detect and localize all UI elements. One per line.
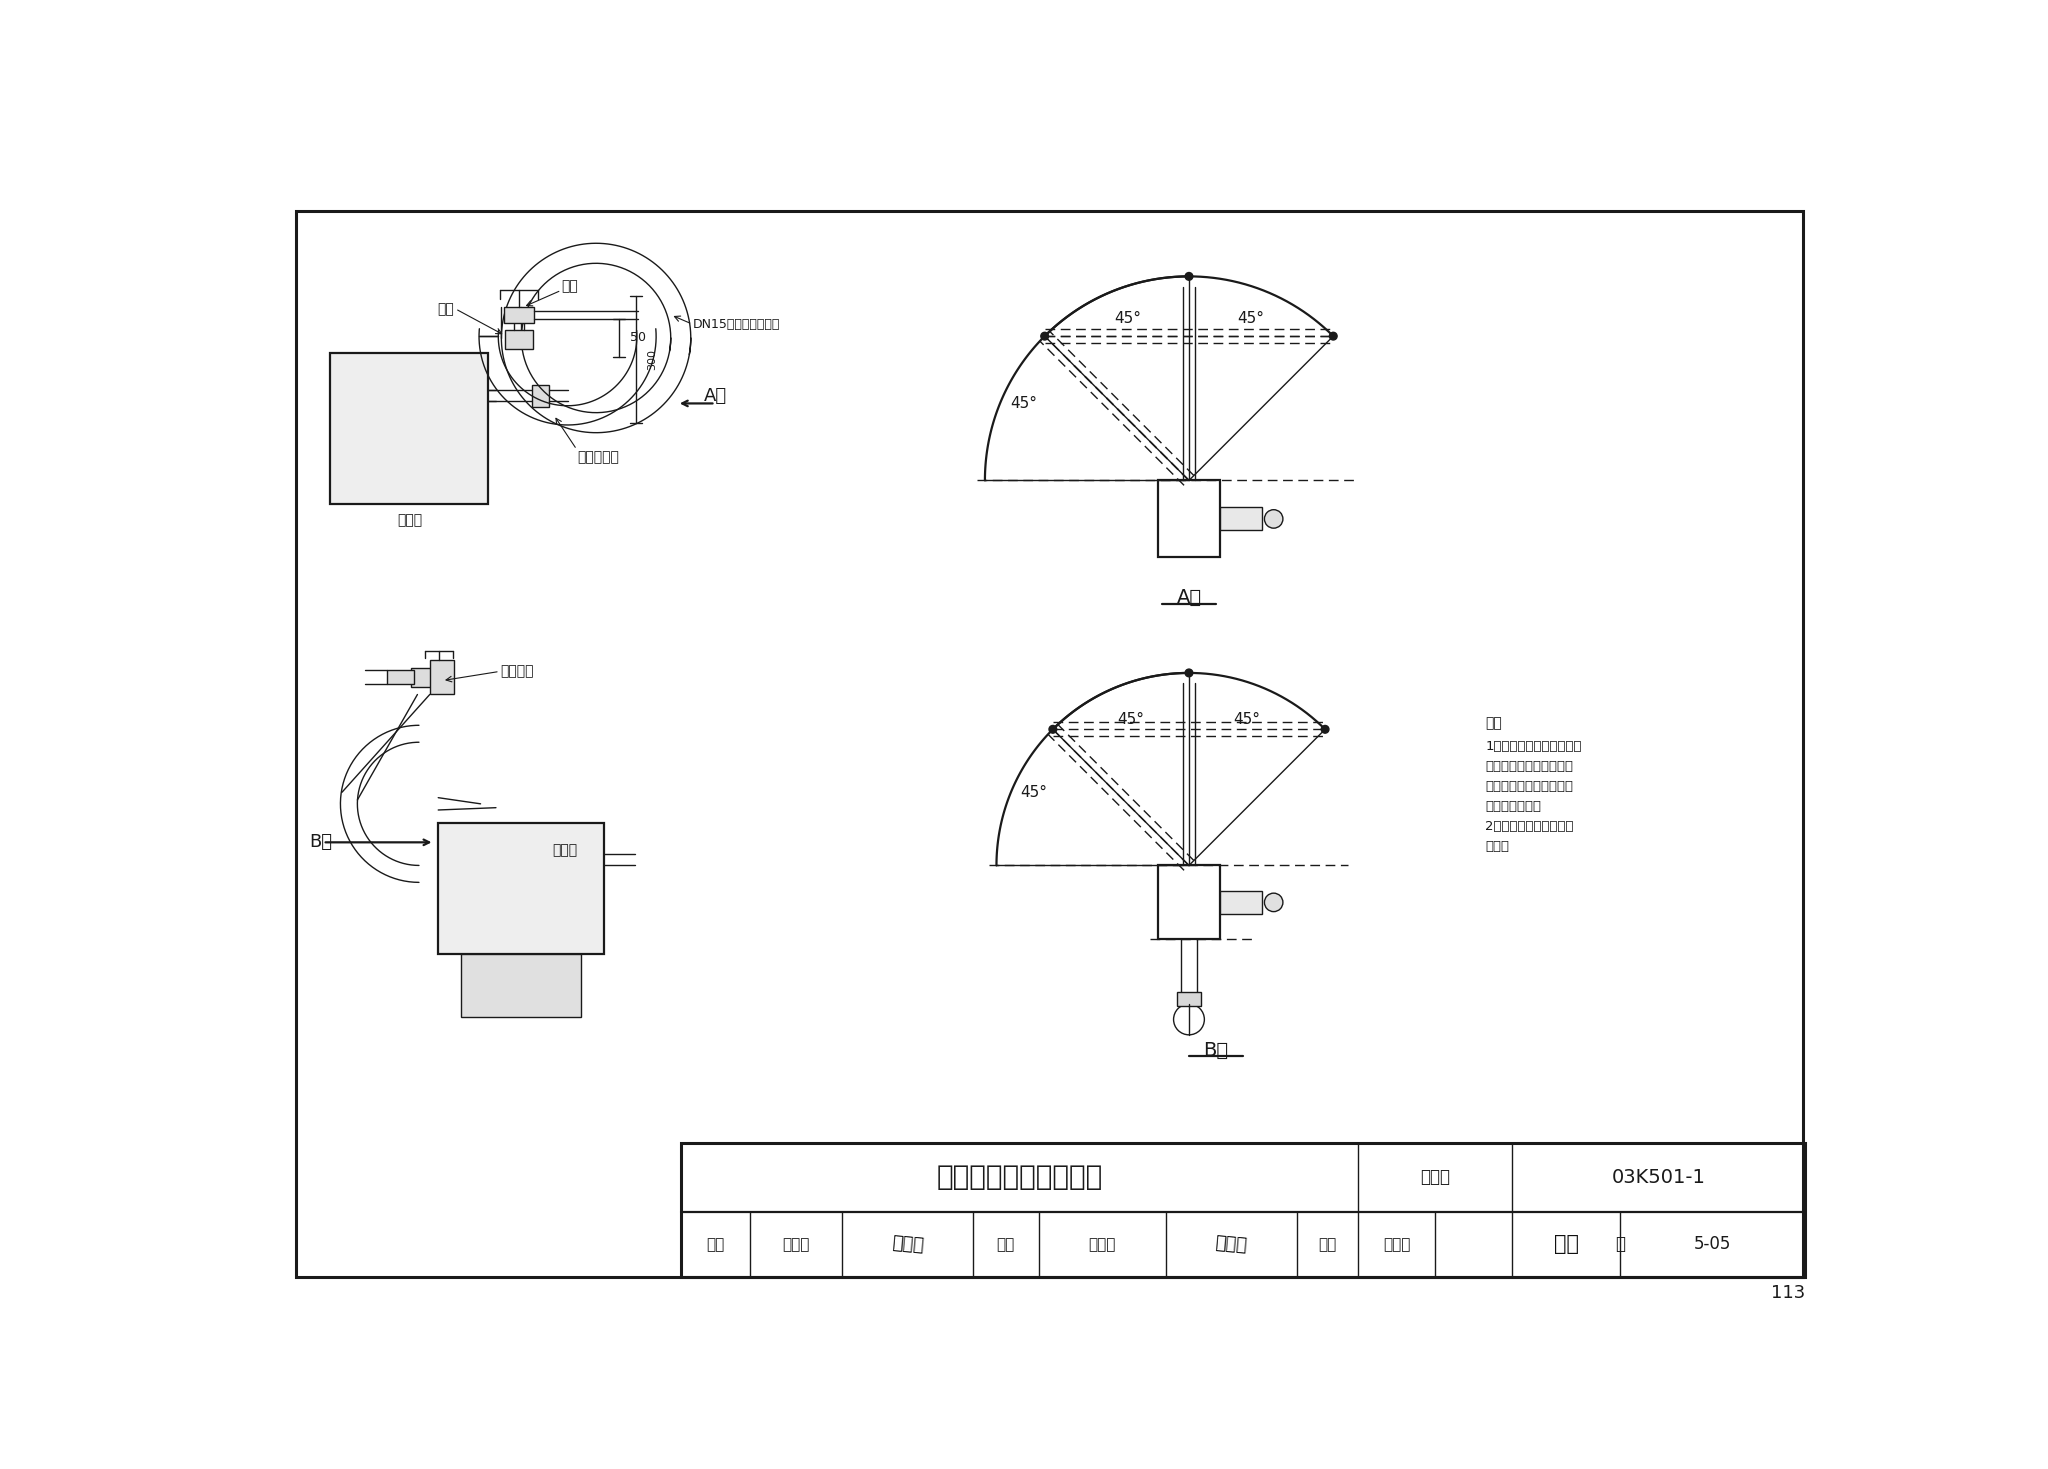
Text: 45°: 45° (1010, 397, 1036, 411)
Circle shape (1264, 893, 1282, 912)
Text: 发生器: 发生器 (553, 843, 578, 856)
Circle shape (1040, 332, 1049, 339)
Bar (532, 385, 549, 407)
Text: 三通: 三通 (436, 301, 453, 316)
Text: 球阀: 球阀 (561, 279, 578, 294)
Bar (461, 953, 582, 1017)
Circle shape (1321, 726, 1329, 733)
Text: 2、球阀必须与燃气入口: 2、球阀必须与燃气入口 (1485, 820, 1575, 833)
Text: B向: B向 (1204, 1040, 1229, 1059)
Text: 03K501-1: 03K501-1 (1612, 1168, 1706, 1187)
Bar (506, 331, 532, 348)
Bar (1159, 865, 1221, 939)
Text: 胡理: 胡理 (1554, 1234, 1579, 1255)
Text: 45°: 45° (1020, 784, 1047, 799)
Text: 朝卫卫: 朝卫卫 (1382, 1237, 1411, 1252)
Text: 校对: 校对 (997, 1237, 1016, 1252)
Text: 45°: 45° (1237, 311, 1264, 326)
Text: 113: 113 (1772, 1284, 1804, 1302)
Text: A向: A向 (705, 386, 727, 405)
Bar (1178, 993, 1202, 1006)
Bar (1159, 480, 1221, 557)
Circle shape (1186, 668, 1192, 677)
Text: 设计: 设计 (1319, 1237, 1337, 1252)
Bar (680, 1143, 1804, 1277)
Bar (1221, 890, 1262, 914)
Circle shape (1329, 332, 1337, 339)
Text: 1、安装连接供气软管时，: 1、安装连接供气软管时， (1485, 739, 1581, 752)
Text: 戴海洋: 戴海洋 (1087, 1237, 1116, 1252)
Text: 45°: 45° (1118, 711, 1145, 727)
Bar (504, 307, 535, 323)
Text: 平行。: 平行。 (1485, 840, 1509, 852)
Text: 供燃气接头: 供燃气接头 (578, 451, 618, 464)
Text: 戴海洋: 戴海洋 (1214, 1234, 1247, 1255)
Text: A向: A向 (1176, 588, 1202, 607)
Text: 图集号: 图集号 (1421, 1168, 1450, 1187)
Text: 部元件的损坏。: 部元件的损坏。 (1485, 799, 1542, 812)
Text: 应用管箍将供燃气接头固: 应用管箍将供燃气接头固 (1485, 759, 1573, 773)
Text: DN15不锈钢供气软管: DN15不锈钢供气软管 (692, 317, 780, 331)
Text: 段洁仪: 段洁仪 (891, 1234, 926, 1255)
Bar (438, 823, 604, 953)
Text: 50: 50 (631, 332, 645, 344)
Bar (430, 660, 455, 695)
Text: 5-05: 5-05 (1694, 1235, 1731, 1253)
Bar (1221, 507, 1262, 530)
Text: 审核: 审核 (707, 1237, 725, 1252)
Text: B向: B向 (309, 833, 332, 852)
Text: 燃气管与发生器的连接: 燃气管与发生器的连接 (936, 1163, 1102, 1191)
Text: 45°: 45° (1114, 311, 1141, 326)
Text: 段洁仪: 段洁仪 (782, 1237, 809, 1252)
Text: 页: 页 (1616, 1235, 1626, 1253)
Text: 定住，以防其转动导致内: 定住，以防其转动导致内 (1485, 780, 1573, 793)
Bar (330, 354, 487, 504)
Text: 供气管路: 供气管路 (500, 664, 532, 679)
Text: 45°: 45° (1233, 711, 1260, 727)
Circle shape (1049, 726, 1057, 733)
Bar (412, 667, 432, 687)
Bar (387, 670, 414, 683)
Circle shape (1186, 273, 1192, 281)
Text: 注：: 注： (1485, 715, 1501, 730)
Circle shape (1264, 510, 1282, 529)
Text: 300: 300 (647, 348, 657, 370)
Text: 发生器: 发生器 (397, 514, 422, 527)
